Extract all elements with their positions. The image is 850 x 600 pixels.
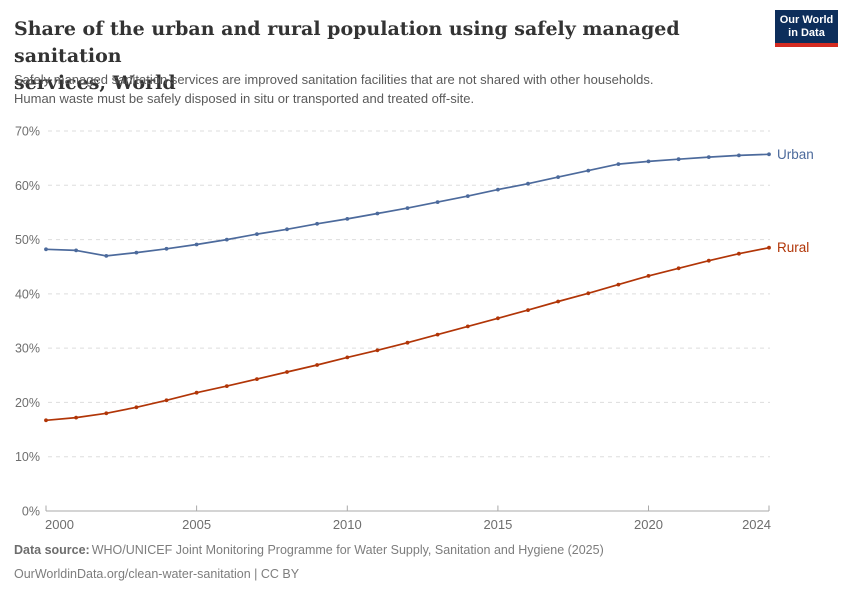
chart-title: Share of the urban and rural population … [14,18,680,94]
x-axis-label-2015: 2015 [483,517,512,532]
series-label-urban[interactable]: Urban [777,147,814,162]
data-point-urban-2013[interactable] [435,200,440,205]
data-point-urban-2022[interactable] [706,155,711,160]
data-point-urban-2015[interactable] [496,187,500,192]
data-point-rural-2005[interactable] [194,390,199,395]
data-point-rural-2012[interactable] [405,340,410,345]
x-axis-label-2005: 2005 [182,517,211,532]
data-point-urban-2002[interactable] [104,254,109,258]
data-point-urban-2006[interactable] [224,237,229,242]
data-point-urban-2012[interactable] [405,206,410,211]
data-point-urban-2024[interactable] [767,152,771,157]
data-point-rural-2020[interactable] [646,274,651,278]
data-point-urban-2004[interactable] [164,246,169,251]
data-point-urban-2018[interactable] [586,168,591,173]
y-axis-label-50: 50% [15,233,40,247]
data-point-urban-2017[interactable] [556,175,560,180]
data-point-urban-2009[interactable] [315,221,319,226]
data-point-rural-2014[interactable] [465,324,470,329]
y-axis-label-70: 70% [15,125,40,139]
chart-footer: Data source: WHO/UNICEF Joint Monitoring … [14,542,604,582]
data-point-rural-2007[interactable] [255,377,259,381]
data-point-rural-2019[interactable] [616,282,621,287]
x-axis-label-2000: 2000 [45,517,74,532]
y-axis-label-30: 30% [15,342,40,356]
data-point-rural-2004[interactable] [164,398,169,403]
series-urban[interactable]: Urban [44,147,814,258]
series-rural[interactable]: Rural [44,240,809,423]
data-point-rural-2017[interactable] [556,299,560,304]
data-source-line: Data source: WHO/UNICEF Joint Monitoring … [14,542,604,558]
data-point-rural-2018[interactable] [586,291,591,296]
data-point-rural-2008[interactable] [285,370,289,374]
series-label-rural[interactable]: Rural [777,240,809,255]
line-chart-canvas: 0% 10% 20% 30% 40% 50% 60% 70% 2000 2005 2010 2015 2… [15,125,814,533]
data-source-label: Data source: [14,543,90,557]
data-point-urban-2016[interactable] [526,181,530,186]
data-point-rural-2011[interactable] [375,348,380,353]
owid-logo-line1: Our World [779,14,834,26]
series-line-rural[interactable] [45,246,770,422]
data-point-urban-2011[interactable] [375,211,380,216]
data-point-rural-2000[interactable] [44,418,48,423]
y-axis-label-60: 60% [15,179,40,193]
data-point-urban-2003[interactable] [134,250,139,255]
footer-link-line[interactable]: OurWorldinData.org/clean-water-sanitatio… [14,567,300,581]
data-point-rural-2024[interactable] [767,245,771,250]
data-point-rural-2006[interactable] [224,384,229,388]
data-point-urban-2020[interactable] [646,159,651,164]
series-line-urban[interactable] [45,153,770,257]
data-point-rural-2022[interactable] [706,258,711,263]
x-axis-label-2010: 2010 [333,517,362,532]
x-axis-label-2024: 2024 [742,517,771,532]
data-point-rural-2015[interactable] [496,316,500,321]
owid-logo-line2: in Data [788,27,825,39]
data-point-urban-2021[interactable] [676,157,681,162]
data-point-rural-2016[interactable] [526,308,530,312]
data-point-rural-2001[interactable] [74,415,78,420]
data-point-rural-2010[interactable] [345,355,350,360]
y-axis-label-20: 20% [15,396,40,410]
data-point-rural-2002[interactable] [104,411,109,416]
data-source-text: WHO/UNICEF Joint Monitoring Programme fo… [91,543,604,557]
y-axis-label-0: 0% [22,505,40,519]
data-point-rural-2013[interactable] [435,332,440,337]
y-axis-label-40: 40% [15,287,40,301]
x-axis-label-2020: 2020 [634,517,663,532]
owid-logo[interactable]: Our World in Data [775,10,838,47]
data-point-urban-2007[interactable] [255,232,259,237]
chart-subtitle: Safely managed sanitation services are i… [14,72,654,106]
data-point-rural-2023[interactable] [737,251,741,256]
data-point-rural-2021[interactable] [676,266,681,271]
data-point-urban-2001[interactable] [74,248,78,253]
y-axis-label-10: 10% [15,450,40,464]
data-point-urban-2010[interactable] [345,217,350,221]
data-point-rural-2009[interactable] [315,363,319,367]
data-point-urban-2008[interactable] [285,227,289,232]
data-point-rural-2003[interactable] [134,405,139,410]
data-point-urban-2000[interactable] [44,247,48,252]
data-point-urban-2019[interactable] [616,162,621,167]
data-point-urban-2014[interactable] [465,194,470,199]
data-point-urban-2023[interactable] [737,153,741,158]
data-point-urban-2005[interactable] [194,242,199,247]
